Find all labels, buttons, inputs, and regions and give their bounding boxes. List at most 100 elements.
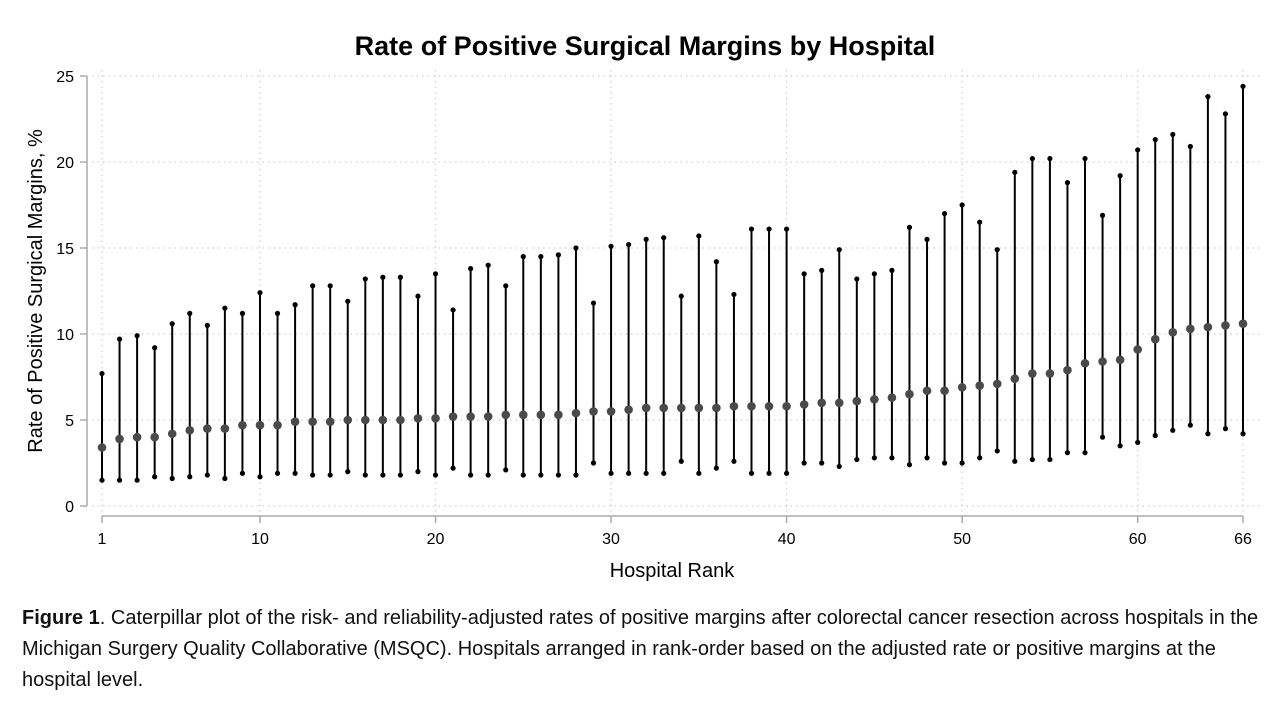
estimate-point [97, 443, 107, 452]
ci-upper-cap [1047, 155, 1053, 162]
estimate-point [220, 424, 230, 433]
hospital-interval [606, 243, 616, 476]
ci-upper-cap [573, 245, 579, 251]
ci-upper-cap [608, 243, 614, 249]
hospital-interval [659, 235, 669, 476]
hospital-interval [290, 302, 300, 476]
x-tick-label: 30 [602, 531, 620, 548]
hospital-interval [325, 283, 335, 478]
data-marks [97, 83, 1248, 483]
ci-upper-cap [1099, 212, 1106, 218]
estimate-point [115, 434, 124, 444]
hospital-interval [957, 202, 967, 466]
estimate-point [203, 424, 212, 433]
estimate-point [466, 412, 475, 421]
estimate-point [694, 403, 704, 413]
estimate-point [905, 389, 914, 399]
estimate-point [624, 405, 633, 414]
ci-upper-cap [345, 298, 351, 304]
hospital-interval [518, 254, 528, 478]
ci-upper-cap [626, 241, 632, 248]
hospital-interval [238, 310, 247, 476]
ci-lower-cap [696, 470, 702, 476]
ci-lower-cap [784, 470, 790, 476]
hospital-interval [203, 322, 212, 478]
estimate-point [167, 429, 177, 439]
ci-upper-cap [819, 267, 825, 273]
hospital-interval [273, 310, 282, 476]
ci-lower-cap [362, 472, 368, 478]
estimate-point [1063, 365, 1072, 375]
estimate-point [431, 413, 440, 423]
ci-upper-cap [222, 305, 228, 311]
hospital-interval [641, 236, 651, 476]
ci-upper-cap [889, 267, 895, 273]
ci-lower-cap [871, 455, 877, 461]
ci-upper-cap [239, 310, 246, 316]
hospital-interval [624, 241, 633, 476]
estimate-point [852, 396, 862, 406]
ci-lower-cap [1047, 456, 1053, 463]
ci-upper-cap [116, 336, 123, 342]
ci-lower-cap [380, 472, 386, 478]
ci-lower-cap [503, 467, 509, 473]
ci-lower-cap [1082, 450, 1088, 456]
estimate-point [641, 403, 651, 413]
ci-lower-cap [906, 462, 913, 468]
ci-lower-cap [713, 465, 719, 471]
ci-upper-cap [1187, 143, 1193, 150]
ci-lower-cap [292, 470, 298, 476]
ci-lower-cap [1187, 422, 1193, 428]
estimate-point [747, 401, 756, 411]
y-axis-label: Rate of Positive Surgical Margins, % [25, 129, 47, 453]
ci-upper-cap [432, 271, 439, 277]
hospital-interval [712, 259, 721, 471]
axes: 0 5 10 15 20 25 1 10 20 30 40 50 60 66 [56, 69, 1252, 548]
ci-lower-cap [415, 469, 421, 475]
ci-lower-cap [450, 465, 456, 471]
estimate-point [712, 403, 721, 413]
estimate-point [676, 403, 686, 413]
ci-lower-cap [1205, 431, 1211, 437]
estimate-point [1010, 374, 1020, 384]
ci-lower-cap [643, 470, 649, 476]
ci-upper-cap [994, 247, 1000, 253]
ci-lower-cap [169, 475, 175, 482]
hospital-interval [1133, 147, 1142, 445]
caption-label: Figure 1 [22, 607, 100, 629]
hospital-interval [834, 247, 844, 470]
x-tick-label: 10 [251, 531, 269, 548]
hospital-interval [1168, 131, 1178, 433]
ci-lower-cap [187, 474, 193, 480]
ci-lower-cap [1152, 432, 1158, 439]
y-tick-label: 15 [56, 241, 74, 258]
hospital-interval [870, 271, 879, 461]
ci-upper-cap [503, 283, 509, 289]
ci-lower-cap [661, 470, 667, 476]
ci-upper-cap [1082, 155, 1088, 162]
hospital-interval [887, 267, 897, 461]
hospital-interval [255, 290, 265, 480]
hospital-interval [554, 252, 563, 478]
ci-lower-cap [977, 455, 983, 461]
hospital-interval [940, 211, 949, 466]
hospital-interval [1063, 180, 1072, 456]
ci-upper-cap [1152, 137, 1158, 143]
ci-lower-cap [257, 474, 263, 480]
hospital-interval [448, 307, 458, 471]
ci-lower-cap [327, 472, 333, 478]
estimate-point [1168, 327, 1178, 337]
ci-lower-cap [1012, 458, 1018, 464]
estimate-point [606, 407, 616, 416]
hospital-interval [1080, 155, 1090, 456]
estimate-point [1238, 319, 1248, 328]
hospital-interval [1221, 111, 1230, 432]
hospital-interval [150, 345, 159, 480]
estimate-point [378, 415, 388, 425]
estimate-point [764, 401, 774, 411]
hospital-interval [571, 245, 581, 478]
ci-upper-cap [274, 310, 281, 316]
hospital-interval [799, 271, 809, 466]
ci-upper-cap [134, 333, 140, 339]
ci-upper-cap [1240, 83, 1246, 89]
